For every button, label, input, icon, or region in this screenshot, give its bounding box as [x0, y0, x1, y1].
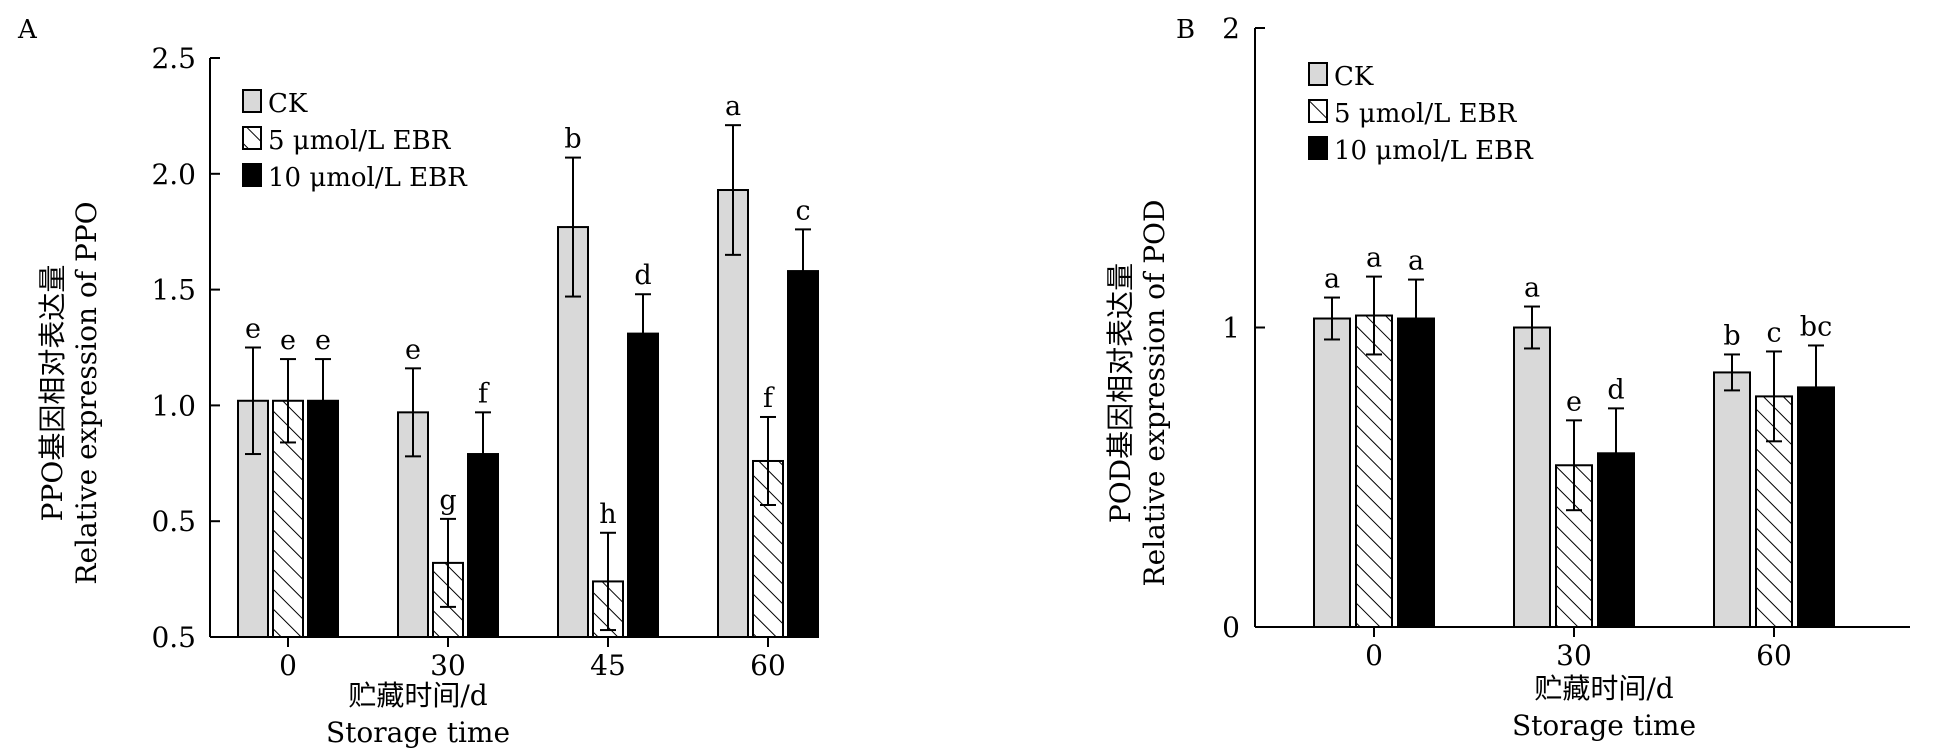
- significance-letter: e: [1566, 386, 1582, 417]
- significance-letter: g: [439, 485, 456, 516]
- significance-letter: e: [315, 325, 331, 356]
- legend-label-ebr10: 10 μmol/L EBR: [1334, 136, 1534, 166]
- panel-label-a: A: [17, 15, 38, 45]
- x-axis-label-en-b: Storage time: [1512, 709, 1696, 742]
- chart-panel-a: A PPO基因相对表达量 Relative expression of PPO …: [17, 15, 819, 749]
- significance-letter: d: [1607, 374, 1624, 405]
- x-tick-label: 45: [590, 649, 626, 682]
- legend-swatch-ebr5: [242, 126, 262, 150]
- bar-ck: [1313, 317, 1351, 628]
- y-tick-label: 1: [1222, 312, 1240, 345]
- legend-label-ebr5: 5 μmol/L EBR: [268, 126, 452, 156]
- significance-letter: f: [478, 378, 490, 409]
- significance-letter: a: [1524, 273, 1540, 304]
- significance-letter: bc: [1800, 311, 1832, 342]
- legend-label-ebr10: 10 μmol/L EBR: [268, 163, 468, 193]
- bar-ebr5: [1355, 314, 1393, 628]
- y-axis-label-en-b: Relative expression of POD: [1138, 200, 1171, 587]
- x-tick-label: 30: [430, 649, 466, 682]
- y-tick-label: 1.0: [151, 389, 196, 422]
- significance-letter: f: [763, 383, 775, 414]
- legend-swatch-ck: [242, 89, 262, 113]
- y-tick-label: 0.5: [151, 621, 196, 654]
- y-axis-label-cn-b: POD基因相对表达量: [1104, 263, 1137, 523]
- legend-swatch-ebr10: [242, 163, 262, 187]
- y-tick-label: 2.5: [151, 42, 196, 75]
- legend-label-ebr5: 5 μmol/L EBR: [1334, 99, 1518, 129]
- significance-letter: a: [725, 91, 741, 122]
- bar-ebr10: [1397, 317, 1435, 628]
- significance-letter: e: [405, 334, 421, 365]
- legend-swatch-ebr10: [1308, 136, 1328, 160]
- legend-a: CK 5 μmol/L EBR 10 μmol/L EBR: [242, 89, 468, 193]
- significance-letter: c: [1766, 317, 1781, 348]
- bar-ebr10: [627, 332, 659, 638]
- significance-letter: d: [634, 260, 651, 291]
- significance-letter: e: [280, 325, 296, 356]
- significance-letter: a: [1366, 243, 1382, 274]
- y-axis-label-en-a: Relative expression of PPO: [70, 201, 103, 584]
- significance-letter: a: [1408, 246, 1424, 277]
- significance-letter: e: [245, 314, 261, 345]
- y-tick-label: 2: [1222, 12, 1240, 45]
- y-tick-label: 1.5: [151, 274, 196, 307]
- significance-letter: a: [1324, 264, 1340, 295]
- y-tick-label: 0.5: [151, 505, 196, 538]
- y-axis-label-cn-a: PPO基因相对表达量: [36, 265, 69, 522]
- legend-swatch-ebr5: [1308, 99, 1328, 123]
- bar-ck: [717, 189, 749, 638]
- bar-ck: [1713, 371, 1751, 628]
- significance-letter: b: [1723, 320, 1740, 351]
- chart-panel-b: B POD基因相对表达量 Relative expression of POD …: [1104, 12, 1910, 742]
- x-tick-label: 60: [1756, 639, 1792, 672]
- significance-letter: c: [795, 195, 810, 226]
- significance-letter: b: [564, 124, 581, 155]
- x-axis-label-cn-a: 贮藏时间/d: [348, 679, 487, 712]
- x-tick-label: 60: [750, 649, 786, 682]
- significance-letter: h: [599, 499, 616, 530]
- y-tick-label: 0: [1222, 611, 1240, 644]
- bar-ebr10: [787, 270, 819, 638]
- x-axis-label-en-a: Storage time: [326, 716, 510, 749]
- y-tick-label: 2.0: [151, 158, 196, 191]
- x-axis-label-cn-b: 贮藏时间/d: [1534, 672, 1673, 705]
- legend-b: CK 5 μmol/L EBR 10 μmol/L EBR: [1308, 62, 1534, 166]
- legend-swatch-ck: [1308, 62, 1328, 86]
- legend-label-ck: CK: [1334, 62, 1374, 92]
- panel-label-b: B: [1176, 15, 1195, 45]
- x-tick-label: 30: [1556, 639, 1592, 672]
- x-tick-label: 0: [1365, 639, 1383, 672]
- legend-label-ck: CK: [268, 89, 308, 119]
- bar-ck: [1513, 326, 1551, 628]
- x-tick-label: 0: [279, 649, 297, 682]
